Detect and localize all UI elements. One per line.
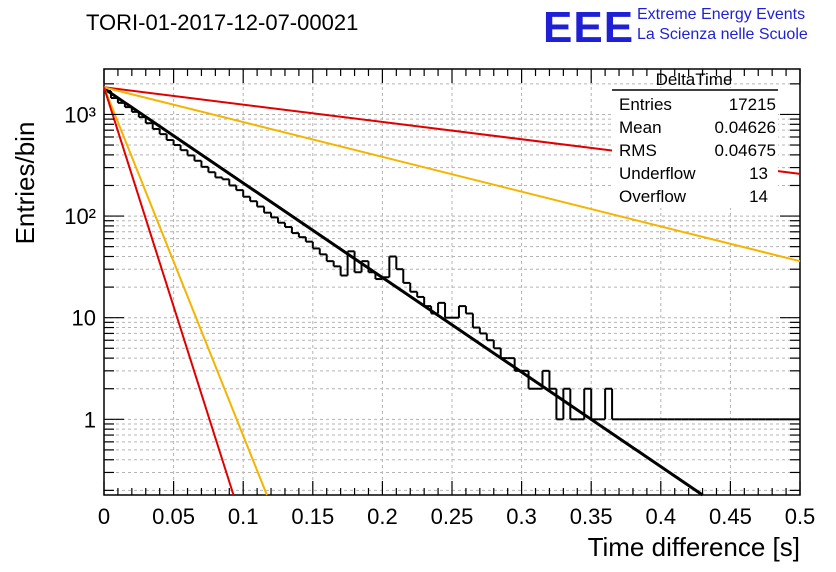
x-tick-label: 0.4	[646, 504, 677, 529]
x-tick-label: 0.05	[152, 504, 195, 529]
y-tick-label: 10	[72, 306, 96, 331]
tick-layer: 0 0.05 0.1 0.15 0.2 0.25 0.3 0.35 0.4 0.45 0.5 1 10 1…	[64, 69, 815, 529]
grid-layer	[104, 69, 800, 495]
series-line-black-0	[103, 87, 704, 497]
stats-label-overflow: Overflow	[619, 187, 687, 206]
x-tick-label: 0.5	[785, 504, 816, 529]
run-title: TORI-01-2017-12-07-00021	[86, 10, 358, 35]
x-axis-title: Time difference [s]	[588, 532, 800, 562]
x-tick-label: 0.35	[570, 504, 613, 529]
series-line-red-4	[103, 86, 235, 496]
stats-label-mean: Mean	[619, 118, 662, 137]
x-tick-label: 0.45	[709, 504, 752, 529]
x-tick-label: 0.1	[228, 504, 259, 529]
x-tick-label: 0.3	[506, 504, 537, 529]
x-tick-label: 0.25	[431, 504, 474, 529]
series-line-orange-3	[103, 86, 268, 496]
logo-line-2: La Scienza nelle Scuole	[637, 26, 808, 43]
stats-value-entries: 17215	[729, 95, 776, 114]
stats-value-underflow: 13	[749, 164, 768, 183]
stats-value-rms: 0.04675	[715, 141, 776, 160]
stats-name: DeltaTime	[656, 70, 733, 89]
x-tick-label: 0.15	[291, 504, 334, 529]
x-tick-label: 0.2	[367, 504, 398, 529]
x-tick-label: 0	[98, 504, 110, 529]
stats-label-underflow: Underflow	[619, 164, 696, 183]
y-tick-label: 10³	[64, 102, 96, 127]
stats-box: DeltaTime Entries 17215 Mean 0.04626 RMS…	[612, 70, 778, 208]
stats-label-rms: RMS	[619, 141, 657, 160]
y-axis-title: Entries/bin	[10, 122, 40, 245]
y-tick-label: 1	[84, 407, 96, 432]
stats-box-bg	[612, 88, 778, 208]
stats-value-mean: 0.04626	[715, 118, 776, 137]
series-line-orange-2	[103, 86, 801, 263]
eee-logo: EEE	[543, 3, 634, 52]
y-tick-label: 10²	[64, 204, 96, 229]
stats-label-entries: Entries	[619, 95, 672, 114]
stats-value-overflow: 14	[749, 187, 768, 206]
series-layer	[103, 86, 801, 497]
logo-line-1: Extreme Energy Events	[637, 6, 805, 23]
